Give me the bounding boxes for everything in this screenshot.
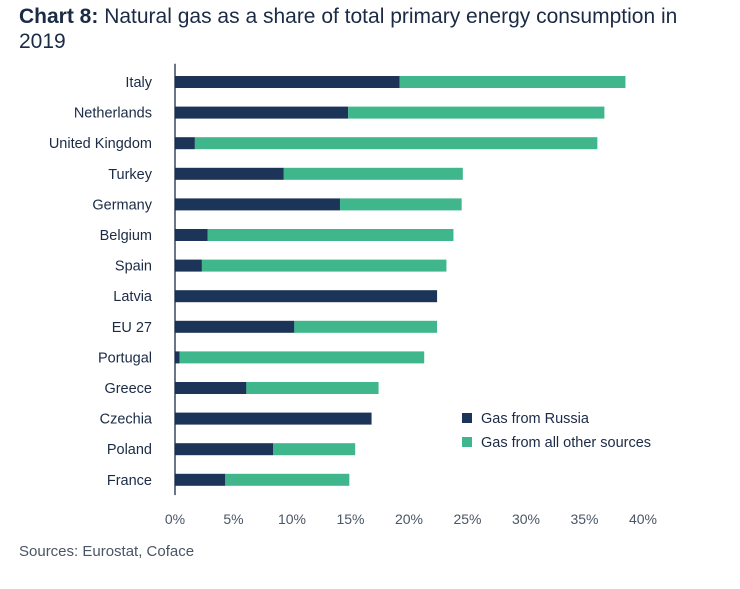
x-tick-label: 0% bbox=[165, 511, 185, 527]
x-tick-label: 10% bbox=[278, 511, 306, 527]
bar-portugal-other bbox=[179, 351, 425, 364]
category-label-spain: Spain bbox=[115, 259, 152, 275]
category-label-france: France bbox=[107, 473, 152, 489]
legend-label-russia: Gas from Russia bbox=[481, 411, 590, 427]
category-label-czechia: Czechia bbox=[100, 412, 153, 428]
bar-latvia-russia bbox=[175, 290, 438, 303]
category-label-italy: Italy bbox=[125, 75, 152, 91]
x-tick-label: 5% bbox=[223, 511, 243, 527]
bar-eu-27-other bbox=[294, 320, 438, 333]
bar-united-kingdom-russia bbox=[175, 137, 195, 150]
bar-france-russia bbox=[175, 473, 226, 486]
bar-turkey-other bbox=[283, 167, 463, 180]
bar-italy-other bbox=[399, 76, 626, 88]
bar-turkey-russia bbox=[175, 167, 284, 180]
category-label-eu-27: EU 27 bbox=[112, 320, 152, 336]
category-label-greece: Greece bbox=[104, 381, 152, 397]
source-note: Sources: Eurostat, Coface bbox=[19, 543, 195, 560]
x-tick-label: 40% bbox=[629, 511, 657, 527]
bar-netherlands-russia bbox=[175, 106, 349, 119]
bar-belgium-other bbox=[207, 229, 454, 241]
bar-greece-other bbox=[246, 382, 379, 394]
category-label-portugal: Portugal bbox=[98, 350, 152, 366]
bar-belgium-russia bbox=[175, 229, 208, 241]
x-tick-label: 20% bbox=[395, 511, 423, 527]
bar-germany-other bbox=[339, 198, 462, 211]
category-label-turkey: Turkey bbox=[108, 167, 153, 183]
bar-united-kingdom-other bbox=[194, 137, 598, 150]
x-tick-label: 35% bbox=[570, 511, 598, 527]
category-label-belgium: Belgium bbox=[100, 228, 152, 244]
bar-poland-russia bbox=[175, 443, 274, 456]
bar-greece-russia bbox=[175, 382, 247, 394]
bar-germany-russia bbox=[175, 198, 340, 211]
chart-number: Chart 8: bbox=[19, 5, 99, 28]
category-label-germany: Germany bbox=[92, 197, 152, 213]
x-tick-label: 15% bbox=[336, 511, 364, 527]
chart-title-text: Natural gas as a share of total primary … bbox=[19, 5, 678, 53]
bar-eu-27-russia bbox=[175, 320, 295, 333]
category-label-united-kingdom: United Kingdom bbox=[49, 136, 152, 152]
x-tick-label: 25% bbox=[453, 511, 481, 527]
category-label-poland: Poland bbox=[107, 442, 152, 458]
bar-portugal-russia bbox=[175, 351, 180, 364]
category-label-netherlands: Netherlands bbox=[74, 106, 152, 122]
chart-title: Chart 8: Natural gas as a share of total… bbox=[19, 4, 719, 54]
legend-swatch-russia bbox=[462, 413, 472, 423]
category-label-latvia: Latvia bbox=[113, 289, 153, 305]
bar-spain-russia bbox=[175, 259, 202, 272]
bar-spain-other bbox=[201, 259, 447, 272]
x-tick-label: 30% bbox=[512, 511, 540, 527]
bar-france-other bbox=[225, 473, 350, 486]
bar-netherlands-other bbox=[348, 106, 605, 119]
bar-italy-russia bbox=[175, 76, 400, 88]
legend-swatch-other bbox=[462, 437, 472, 447]
bar-poland-other bbox=[273, 443, 356, 456]
bar-czechia-russia bbox=[175, 412, 372, 425]
legend-label-other: Gas from all other sources bbox=[481, 435, 651, 451]
